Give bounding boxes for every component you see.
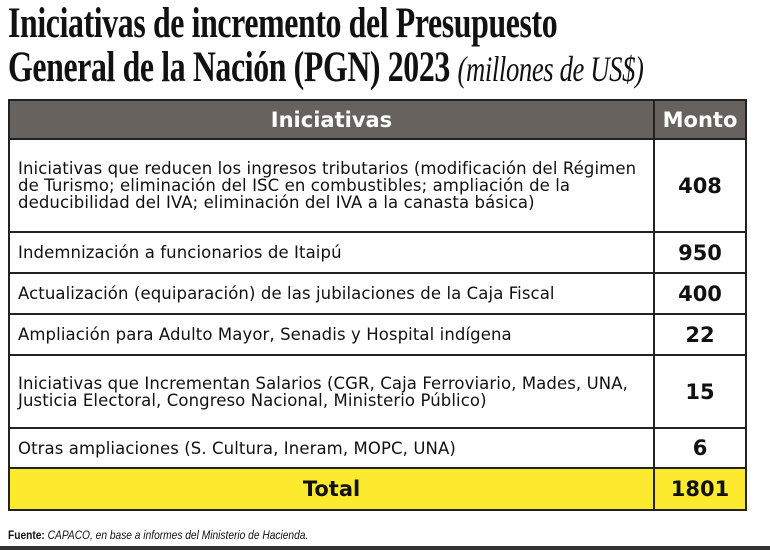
row-label: Ampliación para Adulto Mayor, Senadis y … <box>8 313 655 356</box>
row-value: 408 <box>653 138 747 233</box>
table-row: Ampliación para Adulto Mayor, Senadis y … <box>8 313 747 356</box>
row-value: 6 <box>653 427 747 469</box>
table-row: Otras ampliaciones (S. Cultura, Ineram, … <box>8 427 747 469</box>
title-unit: (millones de US$) <box>457 49 644 89</box>
row-value: 22 <box>653 313 747 356</box>
row-value: 15 <box>653 354 747 429</box>
source-text: CAPACO, en base a informes del Ministeri… <box>44 528 309 542</box>
total-label: Total <box>8 467 655 511</box>
row-label: Indemnización a funcionarios de Itaipú <box>8 231 655 274</box>
total-row: Total 1801 <box>8 467 747 511</box>
budget-table: Iniciativas Monto Iniciativas que reduce… <box>8 99 747 511</box>
title-line-1: Iniciativas de incremento del Presupuest… <box>8 0 558 47</box>
table-row: Iniciativas que Incrementan Salarios (CG… <box>8 354 747 429</box>
total-value: 1801 <box>653 467 747 511</box>
row-label: Actualización (equiparación) de las jubi… <box>8 272 655 315</box>
table-row: Actualización (equiparación) de las jubi… <box>8 272 747 315</box>
header-monto: Monto <box>653 99 747 140</box>
source-label: Fuente: <box>8 528 45 542</box>
bottom-divider <box>0 546 770 550</box>
header-iniciativas: Iniciativas <box>8 99 655 140</box>
title-line-2: General de la Nación (PGN) 2023 <box>8 44 450 91</box>
row-label: Iniciativas que Incrementan Salarios (CG… <box>8 354 655 429</box>
row-value: 950 <box>653 231 747 274</box>
row-label: Otras ampliaciones (S. Cultura, Ineram, … <box>8 427 655 469</box>
row-value: 400 <box>653 272 747 315</box>
page-title: Iniciativas de incremento del Presupuest… <box>8 2 748 91</box>
table-row: Iniciativas que reducen los ingresos tri… <box>8 138 747 233</box>
row-label: Iniciativas que reducen los ingresos tri… <box>8 138 655 233</box>
table-header: Iniciativas Monto <box>8 99 747 140</box>
source-note: Fuente: CAPACO, en base a informes del M… <box>8 528 518 542</box>
table-row: Indemnización a funcionarios de Itaipú 9… <box>8 231 747 274</box>
